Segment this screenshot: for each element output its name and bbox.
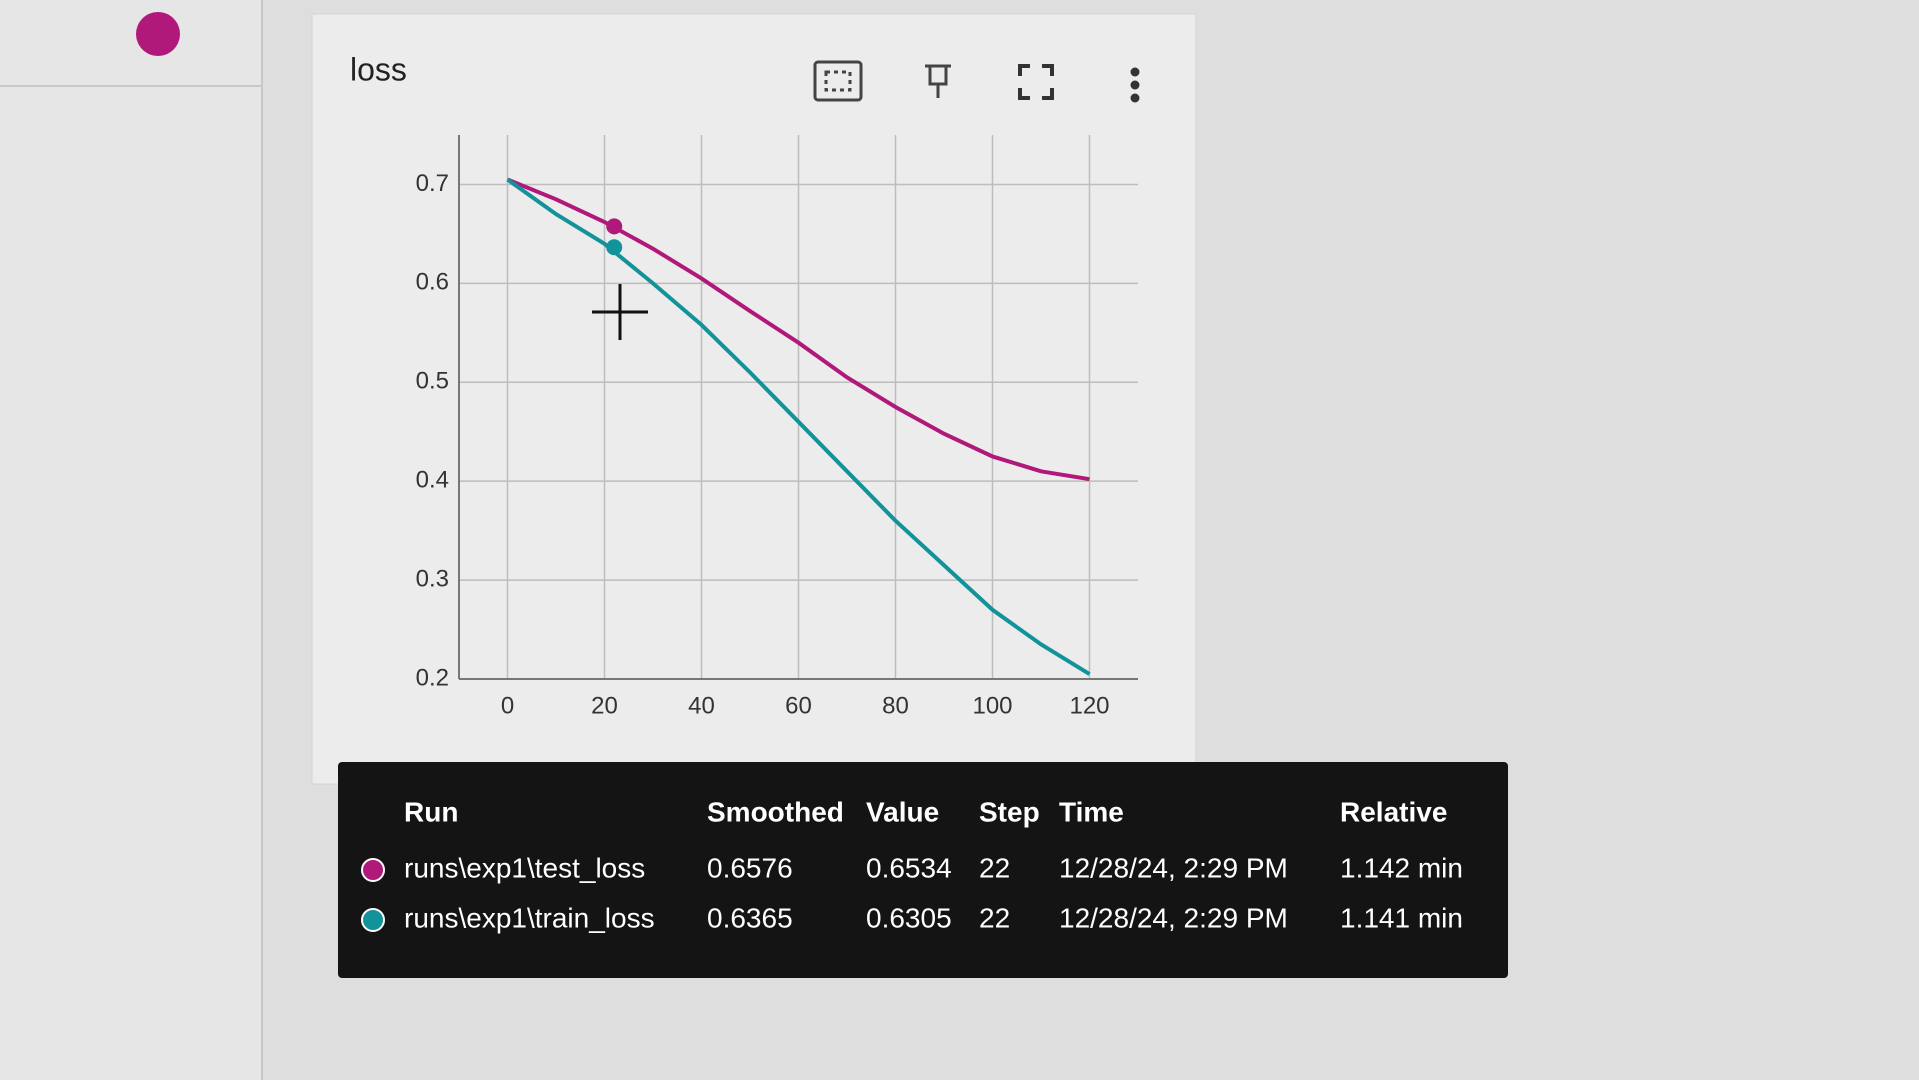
fit-domain-button[interactable] <box>813 60 863 102</box>
hover-point <box>606 239 623 256</box>
column-header: Step <box>979 796 1040 827</box>
cell: 0.6365 <box>707 902 793 933</box>
y-tick-label: 0.2 <box>416 664 449 691</box>
column-header: Run <box>404 796 458 827</box>
column-header: Value <box>866 796 939 827</box>
x-tick-label: 120 <box>1069 692 1109 719</box>
y-tick-label: 0.7 <box>416 170 449 197</box>
cell: 0.6305 <box>866 902 952 933</box>
x-tick-label: 100 <box>972 692 1012 719</box>
x-tick-label: 40 <box>688 692 715 719</box>
crosshair-cursor <box>592 284 648 340</box>
column-header: Relative <box>1340 796 1447 827</box>
y-tick-label: 0.3 <box>416 565 449 592</box>
run-dot <box>361 908 385 932</box>
series-line <box>506 177 1091 676</box>
cell: 12/28/24, 2:29 PM <box>1059 852 1288 883</box>
tooltip-table: Run Smoothed Value Step Time Relative runs\exp… <box>361 796 1463 933</box>
run-color-dot[interactable] <box>136 12 180 56</box>
cell: runs\exp1\test_loss <box>404 852 645 883</box>
cell: 0.6534 <box>866 852 952 883</box>
x-tick-label: 20 <box>591 692 618 719</box>
fullscreen-button[interactable] <box>1018 64 1054 100</box>
y-tick-label: 0.6 <box>416 269 449 296</box>
y-tick-label: 0.4 <box>416 467 449 494</box>
x-tick-label: 0 <box>501 692 514 719</box>
tooltip <box>338 762 1508 978</box>
card-title: loss <box>350 51 407 87</box>
series-line <box>506 177 1090 482</box>
cell: 22 <box>979 902 1010 933</box>
x-tick-label: 60 <box>785 692 812 719</box>
y-tick-label: 0.5 <box>416 368 449 395</box>
plot: 0.2 0.3 0.4 0.5 0.6 0.7 0 20 40 60 80 100 120 <box>416 135 1138 719</box>
pin-button[interactable] <box>925 64 951 98</box>
sidebar <box>0 0 262 1080</box>
cell: 1.142 min <box>1340 852 1463 883</box>
cell: runs\exp1\train_loss <box>404 902 655 933</box>
column-header: Smoothed <box>707 796 844 827</box>
column-header: Time <box>1059 796 1124 827</box>
cell: 1.141 min <box>1340 902 1463 933</box>
more-button[interactable] <box>1130 67 1140 103</box>
run-dot <box>361 858 385 882</box>
cell: 0.6576 <box>707 852 793 883</box>
x-tick-label: 80 <box>882 692 909 719</box>
cell: 12/28/24, 2:29 PM <box>1059 902 1288 933</box>
cell: 22 <box>979 852 1010 883</box>
hover-point <box>606 218 623 235</box>
